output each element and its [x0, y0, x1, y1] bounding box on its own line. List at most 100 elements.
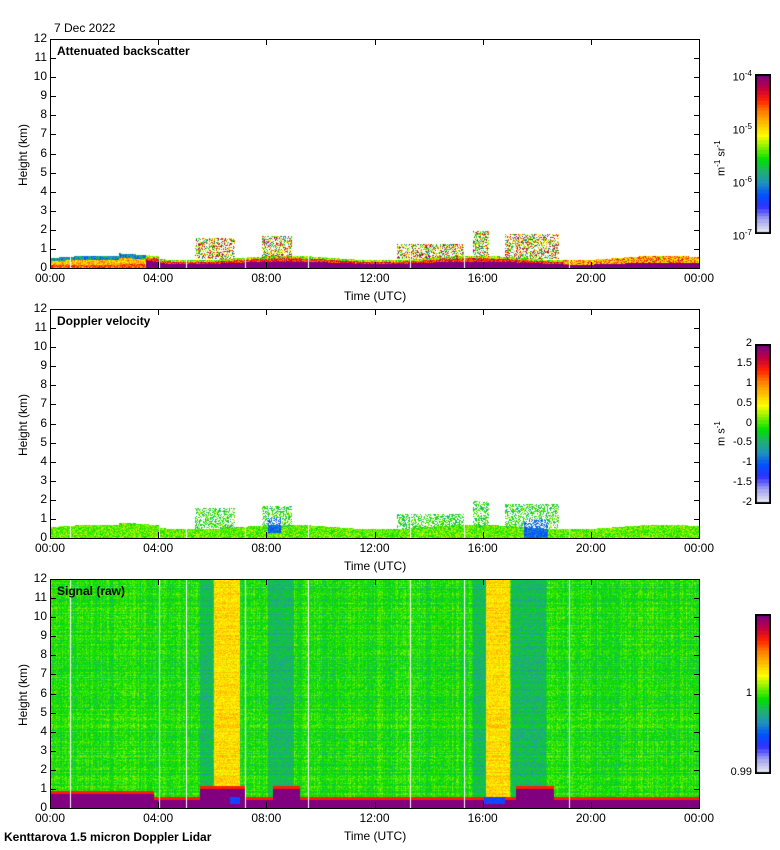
y-tick-mark — [50, 712, 56, 714]
colorbar-tick-label: 0.99 — [730, 766, 752, 778]
x-tick-mark-top — [50, 579, 51, 585]
plot-area: Doppler velocity — [50, 309, 700, 539]
y-tick-mark-right — [694, 268, 700, 269]
x-tick-label: 12:00 — [359, 271, 390, 285]
y-tick-label: 8 — [40, 647, 47, 662]
tick-base: 10 — [732, 71, 745, 84]
y-tick-mark-right — [694, 461, 700, 463]
y-tick-mark-right — [694, 210, 700, 212]
x-axis-label: Time (UTC) — [344, 289, 407, 303]
y-tick-mark-right — [694, 636, 700, 638]
y-tick-label: 2 — [40, 491, 47, 506]
x-tick-label: 08:00 — [251, 811, 282, 825]
colorbar-tick-label: 1 — [745, 686, 752, 699]
y-tick-label: 5 — [40, 434, 47, 449]
y-tick-label: 6 — [40, 145, 47, 160]
y-tick-mark — [50, 617, 56, 619]
y-tick-mark — [50, 153, 56, 155]
y-tick-mark-right — [694, 712, 700, 714]
x-tick-label: 20:00 — [575, 541, 606, 555]
y-axis-label: Height (km) — [16, 663, 30, 726]
y-tick-mark-right — [694, 172, 700, 174]
y-tick-label: 1 — [40, 240, 47, 255]
y-tick-mark-right — [694, 617, 700, 619]
x-tick-mark-top — [158, 579, 160, 585]
colorbar-tick-label: 2 — [745, 337, 752, 349]
y-tick-mark — [50, 172, 56, 174]
x-tick-label: 20:00 — [575, 271, 606, 285]
x-tick-mark — [482, 262, 484, 268]
colorbar — [755, 614, 771, 774]
colorbar-tick-label: -2 — [742, 496, 752, 508]
y-tick-label: 7 — [40, 396, 47, 411]
x-tick-label: 04:00 — [143, 271, 174, 285]
y-tick-mark — [50, 693, 56, 695]
tick-exponent: -5 — [744, 122, 752, 131]
y-tick-mark-right — [694, 788, 700, 790]
y-tick-label: 10 — [33, 609, 47, 624]
y-tick-label: 10 — [33, 339, 47, 354]
x-tick-mark — [266, 532, 268, 538]
unit-base: m — [715, 436, 728, 446]
x-tick-mark — [699, 262, 700, 268]
instrument-label: Kenttarova 1.5 micron Doppler Lidar — [4, 830, 212, 844]
tick-base: 10 — [732, 177, 745, 190]
y-tick-label: 3 — [40, 202, 47, 217]
y-tick-label: 10 — [33, 69, 47, 84]
y-tick-label: 4 — [40, 723, 47, 738]
x-tick-mark — [158, 262, 160, 268]
y-tick-mark-right — [694, 442, 700, 444]
y-tick-mark — [50, 115, 56, 117]
y-tick-mark-right — [694, 423, 700, 425]
y-tick-mark-right — [694, 499, 700, 501]
x-tick-mark — [50, 262, 51, 268]
y-tick-mark — [50, 538, 56, 539]
x-tick-mark — [482, 802, 484, 808]
x-axis-label: Time (UTC) — [344, 559, 407, 573]
tick-exponent: -7 — [744, 228, 752, 237]
x-tick-mark — [482, 532, 484, 538]
x-tick-mark-top — [266, 309, 268, 315]
y-tick-label: 0 — [40, 530, 47, 544]
y-tick-label: 8 — [40, 377, 47, 392]
colorbar-tick-label: 0.5 — [736, 396, 752, 409]
y-tick-label: 0 — [40, 800, 47, 814]
y-tick-label: 9 — [40, 358, 47, 373]
colorbar — [755, 74, 771, 234]
backscatter-panel: Attenuated backscatter 0 1 2 3 4 5 6 7 8 9 10 11 12 00… — [0, 0, 780, 303]
tick-base: 10 — [732, 124, 745, 137]
y-tick-label: 3 — [40, 742, 47, 757]
y-tick-mark-right — [694, 134, 700, 136]
y-tick-label: 11 — [34, 590, 47, 605]
y-tick-mark — [50, 268, 56, 269]
y-tick-mark-right — [694, 115, 700, 117]
y-tick-mark — [50, 347, 56, 349]
unit-exponent: -1 — [713, 140, 722, 148]
colorbar-tick-label: 1 — [745, 376, 752, 389]
x-axis-label: Time (UTC) — [344, 829, 407, 843]
x-tick-label: 16:00 — [467, 811, 498, 825]
y-tick-mark-right — [694, 96, 700, 98]
x-tick-mark-top — [590, 579, 592, 585]
x-tick-mark — [374, 802, 376, 808]
y-tick-mark-right — [694, 328, 700, 330]
y-tick-mark-right — [694, 655, 700, 657]
x-tick-label: 16:00 — [467, 271, 498, 285]
y-tick-label: 6 — [40, 685, 47, 700]
x-tick-label: 20:00 — [575, 811, 606, 825]
colorbar-tick-label: 10-7 — [712, 227, 752, 243]
y-tick-mark-right — [694, 404, 700, 406]
y-tick-mark-right — [694, 518, 700, 520]
y-tick-label: 7 — [40, 666, 47, 681]
y-tick-mark — [50, 366, 56, 368]
y-tick-label: 5 — [40, 164, 47, 179]
y-tick-mark-right — [694, 191, 700, 193]
tick-exponent: -6 — [744, 175, 752, 184]
signal-panel: Signal (raw) 0 1 2 3 4 5 6 7 8 9 10 11 12 00:00 04:00 08… — [0, 540, 780, 843]
y-tick-label: 2 — [40, 221, 47, 236]
y-tick-mark — [50, 499, 56, 501]
colorbar-tick-label: 0 — [745, 416, 752, 429]
velocity-panel: Doppler velocity 0 1 2 3 4 5 6 7 8 9 10 11 12 00:00 04:… — [0, 270, 780, 573]
y-tick-mark-right — [694, 77, 700, 79]
y-tick-label: 0 — [40, 260, 47, 274]
